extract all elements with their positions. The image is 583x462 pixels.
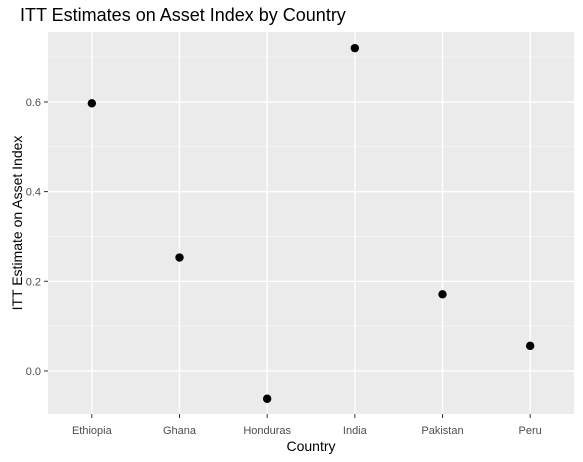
- y-tick-label: 0.4: [26, 187, 41, 199]
- x-tick-label: Pakistan: [421, 425, 463, 437]
- data-point-ethiopia: [87, 99, 97, 108]
- chart-title: ITT Estimates on Asset Index by Country: [20, 5, 346, 25]
- x-tick-label: India: [343, 425, 368, 437]
- panel-background: [48, 32, 574, 414]
- y-tick-label: 0.0: [26, 366, 41, 378]
- x-tick-label: Ghana: [163, 425, 197, 437]
- data-point-pakistan: [438, 290, 447, 299]
- y-tick-label: 0.6: [26, 97, 41, 109]
- x-tick-label: Ethiopia: [72, 425, 113, 437]
- x-axis-label: Country: [286, 438, 336, 454]
- data-point-honduras: [262, 394, 272, 403]
- x-tick-label: Honduras: [243, 425, 291, 437]
- data-point-ghana: [175, 253, 184, 262]
- data-point-peru: [525, 341, 535, 351]
- y-tick-label: 0.2: [26, 276, 41, 288]
- x-tick-label: Peru: [519, 425, 542, 437]
- y-axis-label: ITT Estimate on Asset Index: [9, 135, 25, 311]
- data-point-india: [350, 43, 360, 53]
